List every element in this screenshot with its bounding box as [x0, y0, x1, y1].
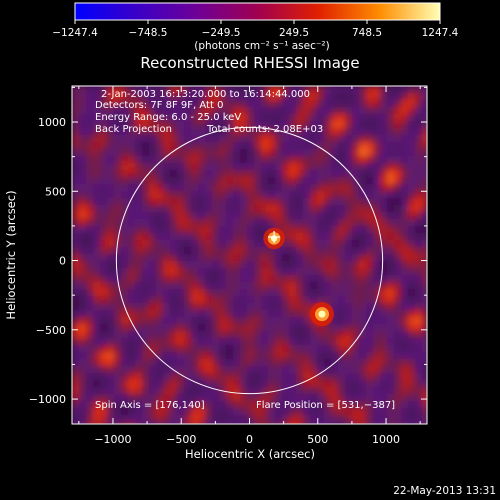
x-tick-label: 0: [246, 433, 253, 446]
annotation-counts: Total counts: 2.08E+03: [206, 124, 323, 135]
footer-timestamp: 22-May-2013 13:31: [393, 485, 496, 497]
source-core: [318, 310, 326, 318]
colorbar-tick-label: 1247.4: [422, 27, 459, 39]
colorbar: [74, 2, 441, 21]
x-tick-label: −1000: [94, 433, 131, 446]
y-tick-label: 500: [45, 185, 66, 198]
x-tick-label: −500: [166, 433, 196, 446]
heatmap-image: [72, 86, 427, 424]
colorbar-tick-label: 748.5: [352, 27, 382, 39]
chart-title: Reconstructed RHESSI Image: [140, 54, 359, 72]
y-tick-label: 1000: [38, 116, 66, 129]
annotation-energy: Energy Range: 6.0 - 25.0 keV: [95, 112, 241, 123]
colorbar-tick-label: −249.5: [202, 27, 241, 39]
x-tick-label: 500: [307, 433, 328, 446]
plot-image-area: [72, 86, 427, 424]
annotation-flare-position: Flare Position = [531,−387]: [256, 400, 395, 411]
annotation-block: 2-Jan-2003 16:13:20.000 to 16:14:44.000 …: [95, 89, 395, 411]
axes: −1000 −500 0 500 1000 −1000 −500 0 500 1000: [29, 86, 427, 446]
colorbar-ticks: −1247.4 −748.5 −249.5 249.5 748.5 1247.4: [52, 20, 459, 39]
colorbar-units: (photons cm⁻² s⁻¹ asec⁻²): [194, 40, 329, 52]
annotation-method: Back Projection: [95, 124, 172, 135]
solar-limb-circle: [115, 126, 384, 395]
annotation-spin-axis: Spin Axis = [176,140]: [95, 400, 205, 411]
colorbar-tick-label: −748.5: [129, 27, 168, 39]
colorbar-tick-label: 249.5: [279, 27, 309, 39]
x-tick-label: 1000: [372, 433, 400, 446]
x-axis-label: Heliocentric X (arcsec): [185, 447, 315, 461]
y-axis-label: Heliocentric Y (arcsec): [4, 190, 18, 319]
annotation-time-range: 2-Jan-2003 16:13:20.000 to 16:14:44.000: [101, 89, 310, 100]
y-tick-label: −500: [36, 324, 66, 337]
colorbar-tick-label: −1247.4: [52, 27, 98, 39]
y-tick-label: 0: [59, 255, 66, 268]
flare-marker: [268, 230, 281, 243]
y-tick-label: −1000: [29, 393, 66, 406]
annotation-detectors: Detectors: 7F 8F 9F, Att 0: [95, 100, 223, 111]
